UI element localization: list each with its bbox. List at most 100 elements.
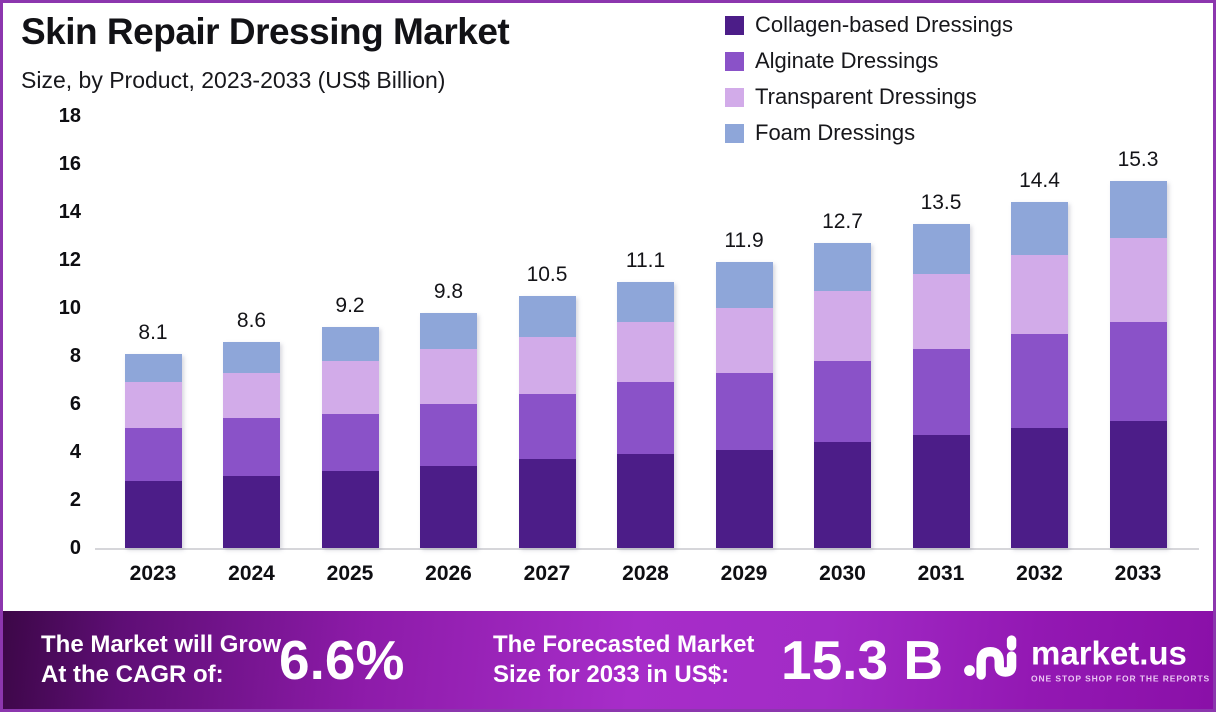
bar-column-2032 bbox=[1011, 202, 1068, 548]
cagr-value: 6.6% bbox=[279, 629, 405, 691]
bar-segment bbox=[321, 471, 379, 548]
bar-segment bbox=[223, 372, 280, 419]
bar-total-label: 14.4 bbox=[1019, 169, 1060, 193]
brand-block: market.us ONE STOP SHOP FOR THE REPORTS bbox=[963, 632, 1210, 689]
bar-segment bbox=[912, 224, 970, 275]
legend-label: Alginate Dressings bbox=[755, 48, 939, 73]
legend-label: Foam Dressings bbox=[755, 120, 916, 145]
x-axis-label: 2030 bbox=[819, 562, 866, 585]
bar-total-label: 15.3 bbox=[1117, 147, 1159, 171]
marketus-logo-icon bbox=[963, 632, 1021, 689]
bar-segment bbox=[518, 296, 576, 337]
page-title: Skin Repair Dressing Market bbox=[21, 11, 510, 52]
bar-total-label: 12.7 bbox=[822, 210, 863, 234]
forecast-label: The Forecasted Market Size for 2033 in U… bbox=[493, 630, 754, 690]
forecast-label-line2: Size for 2033 in US$: bbox=[493, 661, 730, 688]
bar-segment bbox=[715, 449, 773, 548]
y-axis-tick-label: 16 bbox=[58, 153, 81, 175]
bar-column-2024 bbox=[223, 341, 280, 548]
cagr-label: The Market will Grow At the CAGR of: bbox=[41, 630, 281, 690]
bar-column-2026 bbox=[420, 312, 477, 548]
cagr-label-line1: The Market will Grow bbox=[41, 631, 282, 658]
y-axis-tick-label: 8 bbox=[69, 345, 81, 367]
bar-segment bbox=[1109, 180, 1167, 239]
y-axis-tick-label: 18 bbox=[58, 105, 81, 127]
bar-total-label: 8.1 bbox=[138, 320, 168, 344]
bar-segment bbox=[1109, 322, 1167, 421]
bar-total-label: 10.5 bbox=[526, 263, 568, 286]
y-axis-tick-label: 4 bbox=[69, 441, 81, 463]
bar-segment bbox=[715, 308, 773, 373]
bar-column-2031 bbox=[912, 224, 970, 548]
bar-segment bbox=[124, 353, 182, 383]
legend-swatch bbox=[725, 123, 744, 143]
bar-column-2030 bbox=[814, 243, 871, 548]
bar-column-2025 bbox=[321, 327, 379, 548]
x-axis-label: 2031 bbox=[917, 562, 965, 585]
bar-segment bbox=[814, 360, 871, 443]
legend-item: Alginate Dressings bbox=[725, 43, 1013, 79]
bar-segment bbox=[223, 341, 280, 373]
x-axis-label: 2027 bbox=[523, 562, 571, 585]
bar-segment bbox=[912, 348, 970, 436]
bar-segment bbox=[124, 428, 182, 481]
legend-swatch bbox=[725, 15, 744, 35]
bar-segment bbox=[518, 394, 576, 460]
y-axis-tick-label: 0 bbox=[69, 537, 81, 559]
bar-segment bbox=[1011, 334, 1068, 428]
footer-banner: The Market will Grow At the CAGR of: 6.6… bbox=[3, 611, 1213, 709]
bar-column-2033 bbox=[1109, 180, 1167, 548]
legend-item: Transparent Dressings bbox=[725, 79, 1013, 115]
y-axis-tick-label: 10 bbox=[58, 297, 81, 319]
y-axis-tick-label: 12 bbox=[58, 249, 81, 271]
bar-column-2027 bbox=[518, 296, 576, 548]
y-axis-tick-label: 6 bbox=[69, 393, 81, 415]
legend: Collagen-based Dressings Alginate Dressin… bbox=[725, 7, 1013, 151]
bar-segment bbox=[420, 312, 477, 349]
x-axis-label: 2029 bbox=[720, 562, 768, 585]
brand-tagline: ONE STOP SHOP FOR THE REPORTS bbox=[1031, 673, 1211, 684]
bar-segment bbox=[124, 382, 182, 429]
bar-segment bbox=[1011, 202, 1068, 256]
legend-label: Transparent Dressings bbox=[755, 84, 977, 109]
bar-segment bbox=[617, 382, 674, 455]
plot-area: 0 2 4 6 8 10 12 14 16 18 8.1 2023 8.6 2024 9.2 2025 9.8 2… bbox=[59, 105, 1199, 585]
bar-segment bbox=[814, 291, 871, 361]
bar-segment bbox=[1109, 420, 1167, 548]
cagr-label-line2: At the CAGR of: bbox=[41, 661, 224, 688]
legend-swatch bbox=[725, 51, 744, 71]
brand-name: market.us bbox=[1031, 634, 1187, 672]
page-subtitle: Size, by Product, 2023-2033 (US$ Billion… bbox=[21, 67, 446, 93]
legend-item: Foam Dressings bbox=[725, 115, 1013, 151]
bar-segment bbox=[518, 336, 576, 395]
forecast-value: 15.3 B bbox=[781, 629, 944, 691]
bar-segment bbox=[420, 404, 477, 467]
y-axis-tick-label: 14 bbox=[58, 201, 81, 223]
bar-segment bbox=[321, 327, 379, 361]
bar-segment bbox=[321, 360, 379, 414]
bar-total-label: 9.2 bbox=[335, 294, 365, 318]
x-axis-label: 2032 bbox=[1016, 562, 1063, 585]
bar-segment bbox=[518, 459, 576, 548]
legend-item: Collagen-based Dressings bbox=[725, 7, 1013, 43]
bar-segment bbox=[321, 413, 379, 472]
bar-total-label: 11.1 bbox=[625, 248, 666, 272]
bar-segment bbox=[617, 281, 674, 323]
forecast-label-line1: The Forecasted Market bbox=[493, 631, 755, 658]
bar-segment bbox=[617, 454, 674, 548]
x-axis-label: 2023 bbox=[129, 562, 177, 585]
bar-segment bbox=[814, 442, 871, 548]
x-axis-label: 2028 bbox=[622, 562, 669, 585]
bar-segment bbox=[223, 476, 280, 548]
bar-column-2029 bbox=[715, 262, 773, 548]
bar-segment bbox=[715, 262, 773, 309]
x-axis-label: 2033 bbox=[1114, 562, 1162, 585]
bar-segment bbox=[814, 243, 871, 292]
bar-segment bbox=[420, 348, 477, 405]
bar-segment bbox=[912, 274, 970, 349]
bar-total-label: 9.8 bbox=[433, 279, 464, 303]
bar-total-label: 11.9 bbox=[724, 229, 764, 253]
bar-segment bbox=[223, 418, 280, 476]
y-axis-tick-label: 2 bbox=[69, 489, 81, 511]
